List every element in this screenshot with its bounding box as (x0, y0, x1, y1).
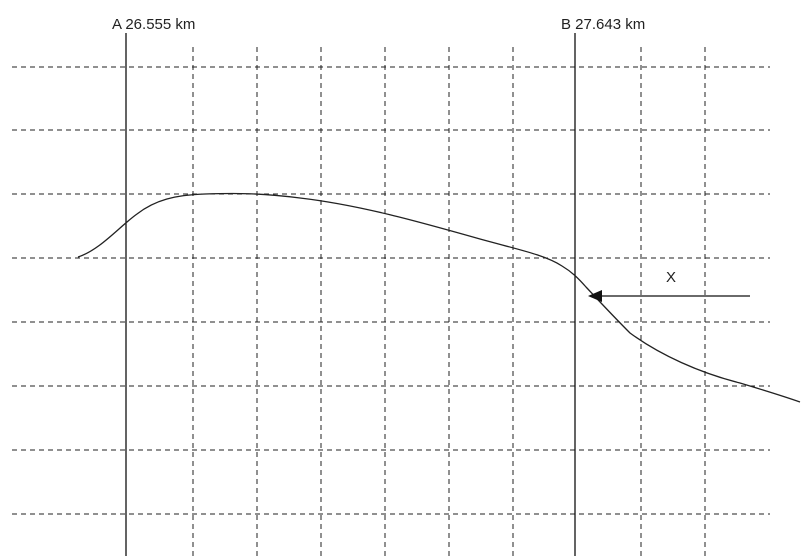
marker-b-label: B 27.643 km (561, 16, 645, 33)
horizontal-grid-lines (12, 66, 770, 515)
arrow-label: X (666, 269, 676, 286)
arrowhead-icon (588, 290, 602, 302)
vertical-grid-lines (192, 47, 706, 556)
marker-a-label: A 26.555 km (112, 16, 195, 33)
profile-curve (77, 192, 801, 403)
